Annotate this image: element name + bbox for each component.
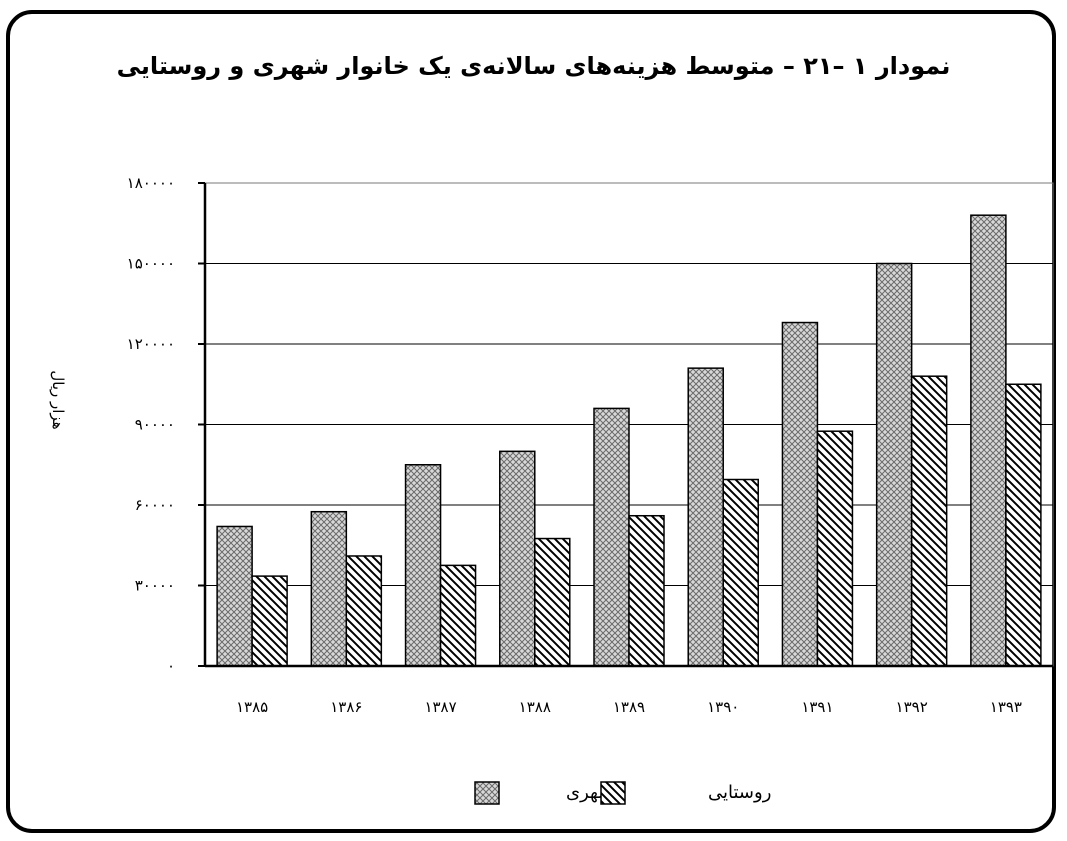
bar-rural — [1005, 383, 1042, 667]
x-tick-label: ۱۳۹۰ — [707, 698, 739, 716]
chart-title: نمودار ۱ –۲۱ – متوسط هزینه‌های سالانه‌ی … — [116, 52, 951, 80]
x-tick-label: ۱۳۹۳ — [990, 698, 1022, 716]
bar-urban — [593, 407, 630, 667]
bar-rural — [251, 575, 288, 667]
bars — [216, 214, 1042, 667]
x-tick-label: ۱۳۹۱ — [801, 698, 833, 716]
bar-rural — [628, 514, 665, 667]
bar-rural — [910, 375, 948, 667]
x-tick-label: ۱۳۹۲ — [896, 698, 928, 716]
bar-urban — [970, 214, 1007, 667]
bar-rural — [722, 478, 759, 667]
bar-rural — [534, 537, 571, 667]
x-tick-label: ۱۳۸۸ — [519, 698, 551, 716]
bar-urban — [781, 321, 819, 667]
bar-rural — [816, 430, 854, 667]
bar-urban — [310, 510, 348, 667]
y-tick-label: ۱۸۰۰۰۰ — [127, 174, 175, 192]
y-tick-label: ۹۰۰۰۰ — [135, 416, 175, 434]
tick-labels: ۰ ۳۰۰۰۰ ۶۰۰۰۰ ۹۰۰۰۰ ۱۲۰۰۰۰ ۱۵۰۰۰۰ ۱۸۰۰۰۰ ۱۳۸۵ ۱۳… — [127, 174, 1022, 716]
legend: شهری روستایی — [474, 781, 771, 805]
bar-urban — [216, 525, 253, 667]
y-tick-label: ۱۲۰۰۰۰ — [127, 335, 175, 353]
axes — [198, 182, 1053, 668]
bar-rural — [439, 564, 477, 667]
legend-item-rural-label: روستایی — [708, 782, 771, 803]
bar-urban — [404, 464, 442, 667]
y-tick-label: ۳۰۰۰۰ — [135, 577, 175, 595]
x-tick-label: ۱۳۸۹ — [613, 698, 645, 716]
bar-rural — [345, 555, 383, 667]
x-tick-label: ۱۳۸۵ — [236, 698, 268, 716]
bar-urban — [875, 262, 913, 667]
bar-urban — [687, 367, 724, 667]
legend-item-urban-swatch — [474, 781, 500, 805]
x-tick-label: ۱۳۸۷ — [424, 698, 456, 716]
y-tick-label: ۱۵۰۰۰۰ — [127, 255, 175, 273]
bar-urban — [499, 450, 536, 667]
y-tick-label: ۶۰۰۰۰ — [135, 496, 175, 514]
legend-item-rural-swatch — [600, 781, 626, 805]
x-tick-label: ۱۳۸۶ — [330, 698, 362, 716]
y-tick-label: ۰ — [167, 657, 175, 675]
